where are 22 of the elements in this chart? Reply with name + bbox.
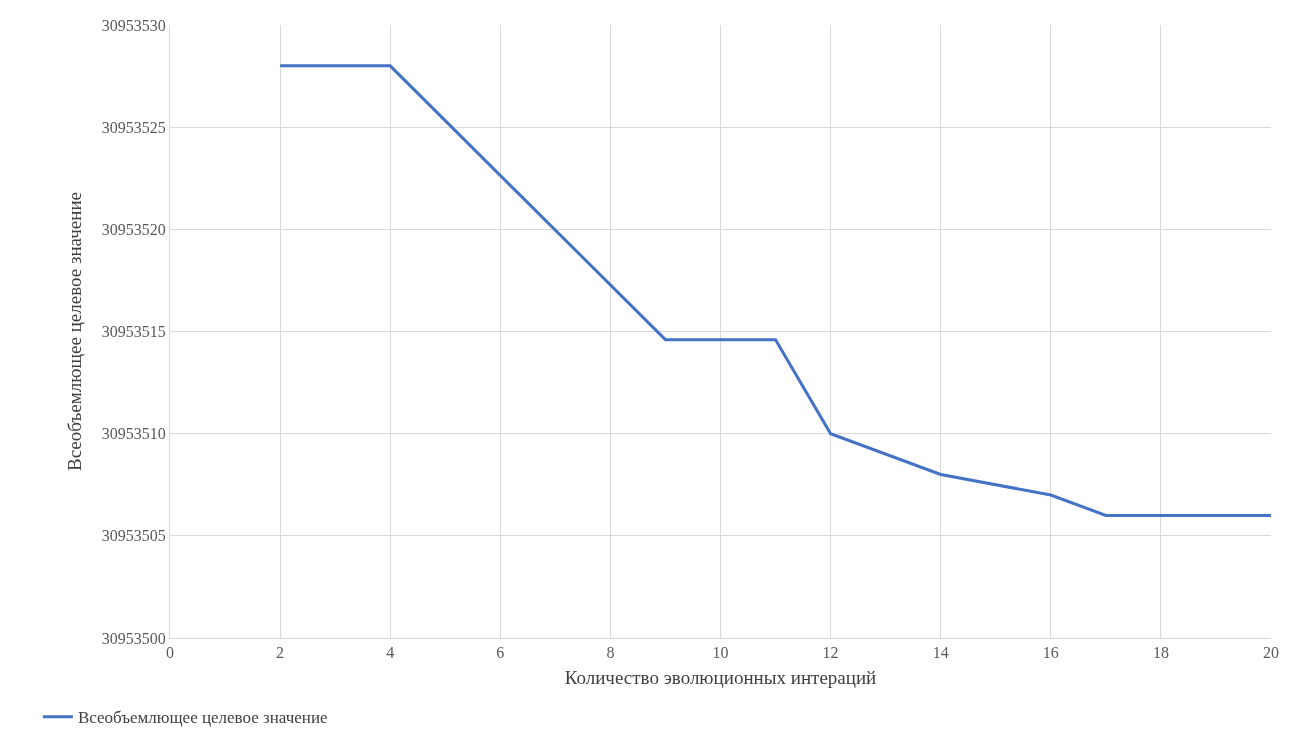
x-tick-label: 4 xyxy=(386,644,395,662)
legend-label: Всеобъемлющее целевое значение xyxy=(77,708,328,728)
x-tick-label: 16 xyxy=(1042,644,1059,662)
x-tick-label: 10 xyxy=(712,644,729,662)
x-tick-label: 8 xyxy=(606,644,615,662)
x-tick-label: 14 xyxy=(932,644,949,662)
x-axis-title: Количество эволюционных интераций xyxy=(564,667,877,688)
y-tick-label: 30953515 xyxy=(101,323,166,341)
y-tick-label: 30953500 xyxy=(101,629,166,647)
y-tick-label: 30953525 xyxy=(101,118,166,136)
x-tick-label: 0 xyxy=(166,644,174,662)
line-series xyxy=(278,64,1271,517)
x-tick-label: 20 xyxy=(1263,644,1279,662)
y-tick-label: 30953530 xyxy=(101,16,166,34)
x-tick-label: 6 xyxy=(496,644,505,662)
y-axis-title: Всеобъемлющее целевое значение xyxy=(63,191,85,472)
x-tick-label: 12 xyxy=(822,644,839,662)
x-tick-label: 2 xyxy=(276,644,285,662)
y-tick-label: 30953520 xyxy=(101,220,166,238)
y-tick-label: 30953505 xyxy=(101,527,166,545)
x-tick-label: 18 xyxy=(1152,644,1169,662)
y-tick-label: 30953510 xyxy=(101,425,166,443)
